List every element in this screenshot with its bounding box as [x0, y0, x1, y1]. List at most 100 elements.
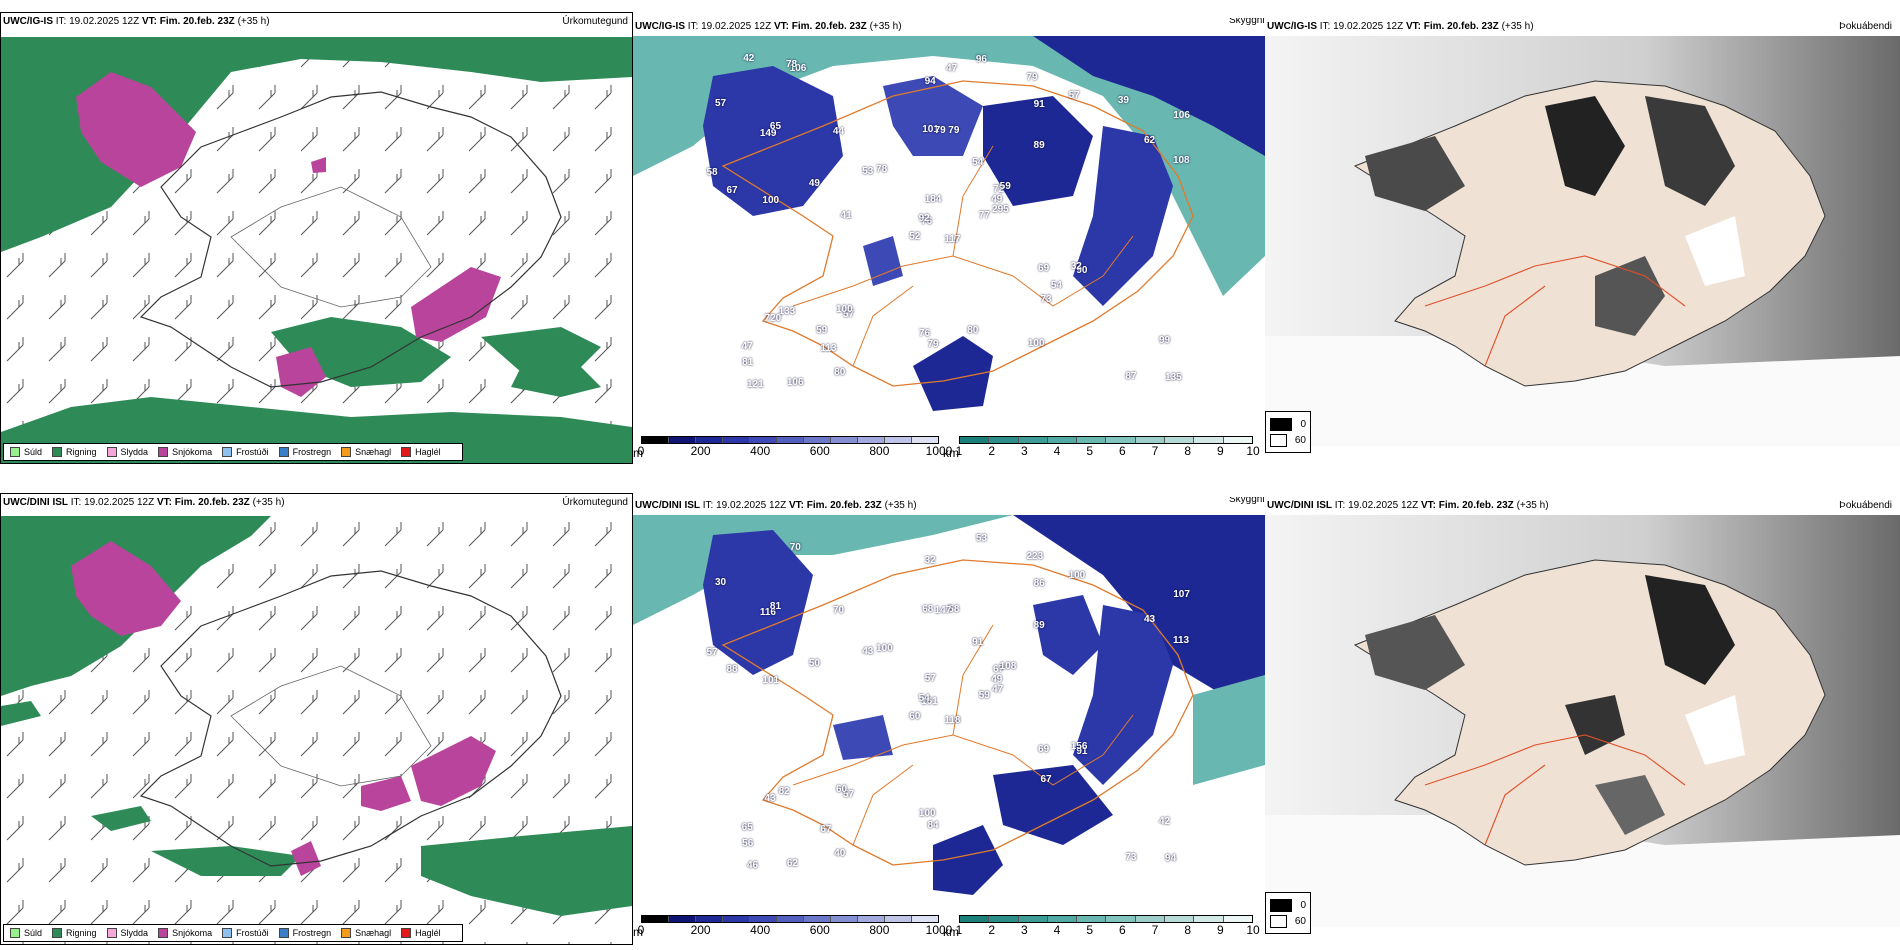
cloud-base-value: 40 [834, 848, 846, 860]
colorbar-swatch [1047, 437, 1078, 443]
cloud-base-value: 100 [836, 303, 853, 315]
cloud-base-value: 59 [978, 689, 990, 701]
colorbar-tick-label: 2 [988, 444, 995, 458]
cloud-base-value: 65 [769, 121, 782, 133]
colorbar-swatch [912, 916, 938, 922]
swatch [341, 447, 352, 457]
cloud-base-value: 42 [1159, 815, 1171, 827]
swatch [10, 447, 20, 457]
cloud-base-value: 108 [1172, 155, 1190, 167]
init-time: IT: 19.02.2025 12Z [55, 16, 140, 27]
fog-legend: 0 60 [1265, 411, 1311, 453]
colorbar-swatch [858, 916, 885, 922]
init-time: IT: 19.02.2025 12Z [70, 497, 155, 508]
swatch [278, 928, 289, 938]
cloud-base-value: 79 [948, 124, 960, 136]
colorbar-tick-label: 7 [1151, 444, 1159, 458]
colorbar-swatch [1135, 437, 1166, 443]
swatch [1270, 914, 1287, 928]
colorbar-tick-label: 200 [690, 923, 711, 937]
colorbar-swatches [641, 436, 939, 444]
colorbar-swatch [804, 916, 831, 922]
cloud-base-value: 72 [992, 184, 1005, 196]
cloud-base-value: 70 [789, 541, 801, 553]
legend-item: Súld [10, 928, 42, 938]
cloud-base-value: 49 [991, 194, 1003, 206]
cloud-map: 117 149 76 47 72 57 79 79 91 77 106 135 100 106 52 89 10… [633, 36, 1265, 432]
legend-item: 0 [1270, 897, 1306, 913]
legend-item: Rigning [52, 447, 97, 457]
valid-time: Fim. 20.feb. 23Z [174, 497, 250, 508]
cloud-panel-row1: UWC/IG-IS IT: 19.02.2025 12Z VT: Fim. 20… [633, 18, 1265, 464]
cloud-base-value: 68 [922, 603, 934, 615]
cloud-base-unit: m [633, 925, 643, 939]
fog-panel-row2: UWC/DINI ISL IT: 19.02.2025 12Z VT: Fim.… [1265, 497, 1900, 945]
colorbar-swatch [777, 916, 804, 922]
cloud-base-value: 99 [1159, 335, 1171, 347]
cloud-panel-row2: UWC/DINI ISL IT: 19.02.2025 12Z VT: Fim.… [633, 497, 1265, 945]
panel-title: Skyggni [1229, 497, 1265, 505]
colorbar-swatch [696, 437, 723, 443]
valid-time: Fim. 20.feb. 23Z [1438, 500, 1514, 511]
cloud-base-value: 53 [975, 533, 987, 545]
colorbar-tick-label: 9 [1216, 923, 1224, 937]
cloud-base-value: 50 [808, 658, 820, 670]
cloud-base-value: 100 [762, 195, 780, 207]
panel-header: UWC/IG-IS IT: 19.02.2025 12Z VT: Fim. 20… [1267, 18, 1534, 36]
cloud-base-value: 94 [924, 76, 936, 88]
cloud-base-value: 135 [1165, 371, 1182, 383]
cloud-base-colorbar: 0 200 400 600 800 1000 [638, 915, 952, 937]
visibility-colorbar: 1 2 3 4 5 6 7 8 9 10 [956, 915, 1260, 937]
colorbar-swatch [1223, 437, 1252, 443]
init-time: IT: 19.02.2025 12Z [1334, 500, 1419, 511]
legend-item: Frostregn [278, 928, 331, 938]
swatch [1270, 433, 1287, 447]
colorbar-tick-label: 1000 [925, 444, 953, 458]
colorbar-swatch [642, 437, 669, 443]
colorbar-ticks: 1 2 3 4 5 6 7 8 9 10 [956, 444, 1260, 458]
colorbar-swatches [641, 915, 939, 923]
cloud-base-value: 108 [999, 660, 1017, 672]
visibility-colorbar: 1 2 3 4 5 6 7 8 9 10 [956, 436, 1260, 458]
lead-time: (+35 h) [869, 21, 902, 32]
colorbar-swatch [1223, 916, 1252, 922]
cloud-base-value: 295 [992, 203, 1009, 215]
cloud-base-value: 113 [820, 343, 837, 355]
cloud-base-value: 94 [1165, 852, 1177, 864]
cloud-base-value: 67 [726, 184, 738, 196]
colorbar-swatch [723, 916, 750, 922]
cloud-base-value: 156 [1070, 741, 1088, 753]
legend-item: Snjókoma [158, 928, 212, 938]
init-time: IT: 19.02.2025 12Z [687, 21, 772, 32]
cloud-base-value: 117 [944, 234, 961, 246]
colorbar-tick-label: 8 [1184, 923, 1191, 937]
cloud-base-value: 43 [862, 645, 874, 657]
cloud-base-value: 100 [918, 808, 936, 820]
colorbar-swatch [831, 437, 858, 443]
roads-overlay [721, 80, 1194, 387]
cloud-base-value: 78 [785, 58, 798, 70]
cloud-base-value: 80 [967, 325, 979, 337]
colorbar-swatch [960, 916, 990, 922]
cloud-base-value: 62 [1143, 134, 1156, 146]
cloud-base-value: 54 [972, 157, 984, 168]
cloud-base-value: 107 [1173, 588, 1190, 600]
colorbar-swatch [912, 437, 938, 443]
cloud-base-unit: m [633, 446, 643, 460]
colorbar-swatch [1106, 437, 1136, 443]
cloud-base-value: 57 [1068, 90, 1080, 102]
colorbar-swatch [1106, 916, 1136, 922]
precip-panel-row1: UWC/IG-IS IT: 19.02.2025 12Z VT: Fim. 20… [0, 12, 633, 464]
cloud-base-value: 47 [946, 63, 958, 75]
colorbar-swatch [989, 437, 1019, 443]
cloud-base-value: 147 [934, 604, 952, 616]
cloud-base-value: 79 [927, 339, 939, 351]
cloud-base-value: 58 [706, 166, 718, 178]
legend-item: 60 [1270, 432, 1306, 448]
cloud-base-value: 79 [1026, 71, 1038, 83]
cloud-base-value: 49 [991, 674, 1003, 686]
colorbar-tick-label: 2 [988, 923, 995, 937]
cloud-base-value: 54 [1050, 280, 1062, 292]
visibility-unit: km [943, 446, 959, 460]
cloud-base-value: 39 [1117, 94, 1129, 106]
